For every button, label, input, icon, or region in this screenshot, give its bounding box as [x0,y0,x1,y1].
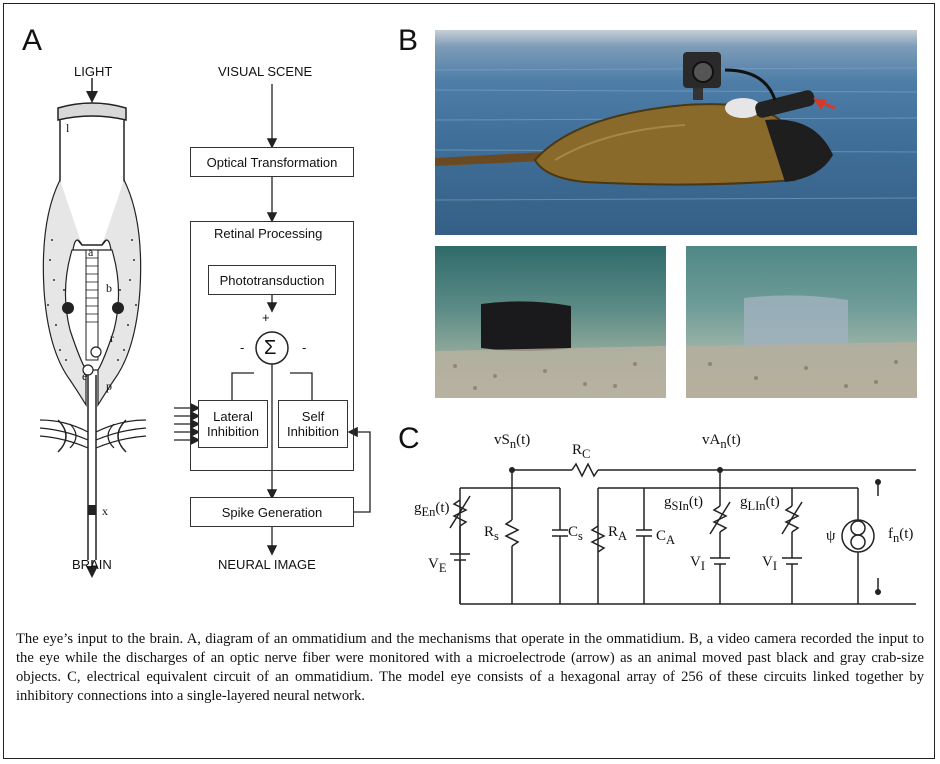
black-object-drawing [435,301,666,398]
gsi-label: gSIn(t) [664,494,703,514]
ge-label: gEn(t) [414,500,450,520]
part-r: r [110,331,114,345]
gli-sub: LIn [747,499,766,513]
gsi-main: g [664,494,672,510]
vi1-label: VI [690,554,705,574]
self-line-2: Inhibition [286,424,340,439]
ge-sub: En [421,505,436,519]
plus-sign: + [262,310,270,325]
part-e: e [82,369,87,383]
va-sub: n [720,437,727,451]
part-p: p [106,379,112,393]
vi1-sub: I [700,559,706,573]
ca-label: CA [656,528,675,548]
ra-main: R [608,524,619,540]
rc-label: RC [572,442,590,462]
ve-main: V [428,556,439,572]
ca-sub: A [666,533,676,547]
rs-label: Rs [484,524,499,544]
phototransduction-box: Phototransduction [208,265,336,295]
spike-generation-box: Spike Generation [190,497,354,527]
light-label: LIGHT [74,64,113,79]
equivalent-circuit [449,462,916,605]
retinal-processing-label: Retinal Processing [214,226,323,241]
fn-t: (t) [899,526,914,542]
vi2-sub: I [772,559,778,573]
part-b: b [106,281,112,295]
gli-label: gLIn(t) [740,494,780,514]
fn-main: f [888,526,893,542]
ge-main: g [414,500,422,516]
gsi-sub: SIn [671,499,689,513]
cs-label: Cs [568,524,583,544]
brain-label: BRAIN [72,557,112,572]
va-label: vAn(t) [702,432,741,452]
ve-sub: E [438,561,447,575]
gsi-t: (t) [688,494,704,510]
cs-sub: s [578,529,583,543]
ra-sub: A [618,529,628,543]
part-l: l [66,121,70,135]
va-t: (t) [726,432,741,448]
gli-t: (t) [765,494,780,510]
vi2-main: V [762,554,773,570]
black-object-photo [435,246,666,398]
lateral-line-1: Lateral [213,409,253,424]
vs-sub: n [509,437,517,451]
psi-label: ψ [826,528,836,544]
fn-sub: n [893,531,900,545]
gli-main: g [740,494,748,510]
gray-object-drawing [686,295,917,398]
neural-image-label: NEURAL IMAGE [218,557,316,572]
lateral-inhibition-box: Lateral Inhibition [198,400,268,448]
panel-c-letter: C [398,422,420,455]
rs-main: R [484,524,495,540]
ve-label: VE [428,556,446,576]
self-line-1: Self [301,409,325,424]
vs-label: vSn(t) [494,432,530,452]
retina-flow-arrows [174,84,371,556]
retinal-processing-box [190,221,354,471]
part-x: x [102,504,108,518]
minus-left: - [240,340,245,355]
ge-t: (t) [435,500,450,516]
lateral-line-2: Inhibition [206,424,260,439]
va-main: vA [702,432,721,448]
panel-b-letter: B [398,24,419,57]
ca-main: C [656,528,667,544]
optical-transformation-box: Optical Transformation [190,147,354,177]
gray-object-photo [686,246,917,398]
sum-symbol: Σ [264,337,277,359]
crab-photo-drawing [435,52,917,201]
ra-label: RA [608,524,627,544]
cs-main: C [568,524,579,540]
vi1-main: V [690,554,701,570]
panel-a-letter: A [22,24,43,57]
part-a: a [88,245,94,259]
self-inhibition-box: Self Inhibition [278,400,348,448]
ommatidium-drawing: l a b r e p x [39,78,147,578]
crab-camera-photo [435,30,917,235]
rs-sub: s [494,529,499,543]
visual-scene-label: VISUAL SCENE [218,64,313,79]
vs-t: (t) [516,432,531,448]
rc-main: R [572,442,583,458]
rc-sub: C [582,447,591,461]
fn-label: fn(t) [888,526,913,546]
vs-main: vS [494,432,510,448]
figure-frame [3,3,935,759]
minus-right: - [302,340,307,355]
figure-caption: The eye’s input to the brain. A, diagram… [16,631,924,704]
vi2-label: VI [762,554,777,574]
